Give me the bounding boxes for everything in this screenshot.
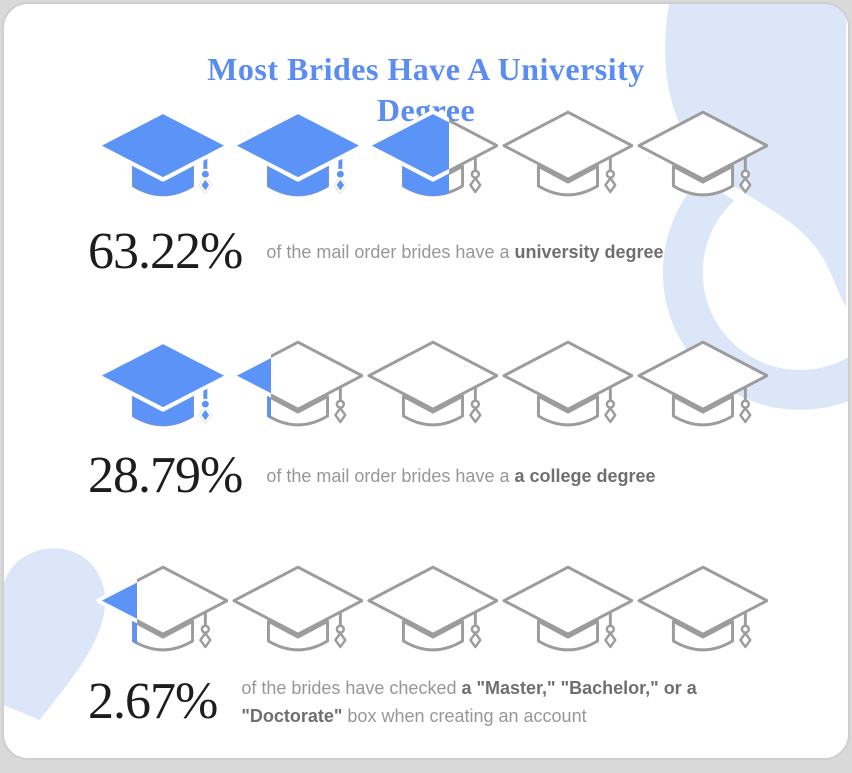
graduation-cap-outline-icon <box>232 565 363 652</box>
page-title: Most Brides Have A University Degree <box>4 49 848 131</box>
graduation-cap-icon <box>366 562 498 659</box>
graduation-cap-filled-icon <box>96 109 228 196</box>
graduation-cap-outline-icon <box>502 565 633 652</box>
stat-line: 2.67% of the brides have checked a "Mast… <box>88 672 789 731</box>
description-text: of the mail order brides have a <box>266 465 515 486</box>
description-bold: a college degree <box>514 465 656 486</box>
cap-row <box>96 337 768 434</box>
graduation-cap-filled-icon <box>96 339 228 426</box>
graduation-cap-outline-icon <box>502 340 633 427</box>
graduation-cap-icon <box>366 107 498 204</box>
graduation-cap-outline-icon <box>367 565 498 652</box>
title-line-1: Most Brides Have A University <box>207 51 645 88</box>
description-bold: university degree <box>514 241 664 262</box>
graduation-cap-filled-icon <box>231 353 271 419</box>
graduation-cap-icon <box>366 337 498 434</box>
description-bold: a "Master," "Bachelor," or a "Doctorate" <box>241 677 697 726</box>
graduation-cap-icon <box>501 107 633 204</box>
description-suffix: box when creating an account <box>342 705 587 726</box>
graduation-cap-outline-icon <box>502 110 633 197</box>
graduation-cap-outline-icon <box>367 340 498 427</box>
stat-description: of the mail order brides have a universi… <box>266 238 663 266</box>
graduation-cap-icon <box>501 337 633 434</box>
cap-row <box>96 107 768 204</box>
cap-row <box>96 562 768 659</box>
cap-fill <box>366 107 450 204</box>
graduation-cap-icon <box>96 562 228 659</box>
stat-line: 28.79% of the mail order brides have a a… <box>88 446 656 505</box>
graduation-cap-filled-icon <box>366 109 450 196</box>
graduation-cap-filled-icon <box>96 578 137 645</box>
graduation-cap-outline-icon <box>637 565 768 652</box>
graduation-cap-icon <box>96 107 228 204</box>
graduation-cap-icon <box>231 107 363 204</box>
graduation-cap-filled-icon <box>231 109 363 196</box>
graduation-cap-outline-icon <box>637 110 768 197</box>
stat-description: of the mail order brides have a a colleg… <box>266 462 655 490</box>
graduation-cap-icon <box>96 337 228 434</box>
infographic-card: Most Brides Have A University Degree 63.… <box>2 2 850 760</box>
infographic-content: Most Brides Have A University Degree 63.… <box>4 4 848 758</box>
graduation-cap-icon <box>636 337 768 434</box>
cap-fill <box>96 337 228 434</box>
percent-value: 28.79% <box>88 447 243 504</box>
graduation-cap-icon <box>231 562 363 659</box>
stat-description: of the brides have checked a "Master," "… <box>241 674 789 730</box>
graduation-cap-outline-icon <box>637 340 768 427</box>
description-text: of the mail order brides have a <box>266 241 515 262</box>
cap-fill <box>96 562 137 659</box>
graduation-cap-icon <box>636 107 768 204</box>
percent-value: 2.67% <box>88 673 218 730</box>
description-text: of the brides have checked <box>241 677 462 698</box>
stat-line: 63.22% of the mail order brides have a u… <box>88 222 664 281</box>
graduation-cap-icon <box>231 337 363 434</box>
cap-fill <box>96 107 228 204</box>
cap-fill <box>231 337 271 434</box>
graduation-cap-icon <box>501 562 633 659</box>
graduation-cap-icon <box>636 562 768 659</box>
percent-value: 63.22% <box>88 223 243 280</box>
cap-fill <box>231 107 363 204</box>
